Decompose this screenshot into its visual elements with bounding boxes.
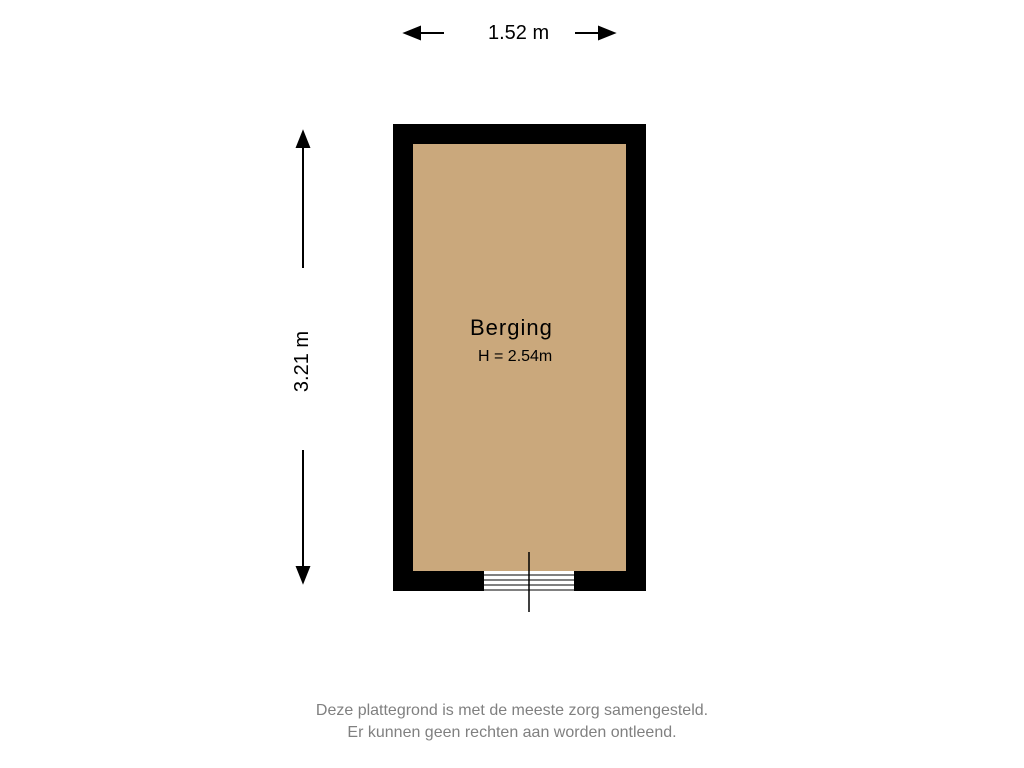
disclaimer-line2: Er kunnen geen rechten aan worden ontlee… [347, 724, 676, 741]
floorplan-svg [0, 0, 1024, 768]
room-name: Berging [470, 315, 553, 341]
dim-width-label: 1.52 m [488, 22, 549, 45]
floorplan-stage: 1.52 m 3.21 m Berging H = 2.54m Deze pla… [0, 0, 1024, 768]
disclaimer: Deze plattegrond is met de meeste zorg s… [0, 700, 1024, 743]
dim-height-label: 3.21 m [291, 331, 314, 392]
disclaimer-line1: Deze plattegrond is met de meeste zorg s… [316, 702, 708, 719]
room-height-label: H = 2.54m [478, 348, 552, 366]
